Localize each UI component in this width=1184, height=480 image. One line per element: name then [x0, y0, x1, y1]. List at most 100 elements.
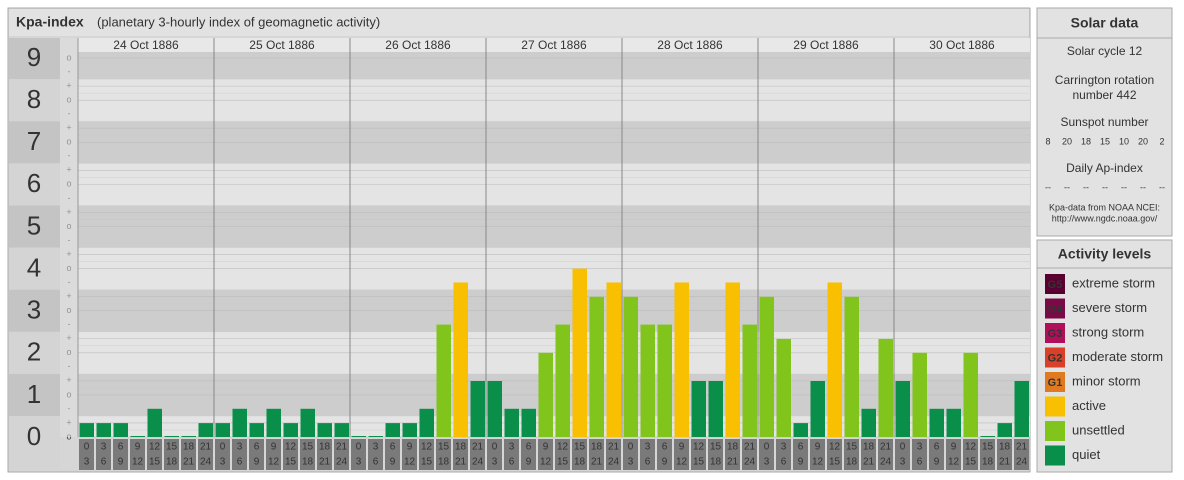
kp-bar — [895, 381, 910, 437]
kp-bar — [334, 423, 349, 437]
kp-bar — [402, 423, 417, 437]
hour-start: 0 — [900, 442, 906, 453]
level-name: quiet — [1072, 447, 1101, 462]
hour-end: 15 — [421, 457, 433, 468]
hour-box — [861, 439, 876, 470]
hour-box — [147, 439, 162, 470]
hour-box — [470, 439, 485, 470]
hour-start: 3 — [781, 442, 787, 453]
kp-bar — [249, 423, 264, 437]
hour-start: 0 — [356, 442, 362, 453]
hour-start: 0 — [628, 442, 634, 453]
y-tick-label: 0 — [27, 421, 41, 451]
hour-box — [623, 439, 638, 470]
ap-value: -- — [1083, 182, 1089, 192]
hour-start: 18 — [591, 442, 603, 453]
hour-box — [810, 439, 825, 470]
hour-end: 9 — [254, 457, 260, 468]
hour-end: 9 — [662, 457, 668, 468]
kp-bar — [487, 381, 502, 437]
level-label-band — [9, 331, 60, 374]
source: http://www.ngdc.noaa.gov/ — [1052, 213, 1158, 223]
hour-start: 3 — [645, 442, 651, 453]
hour-end: 12 — [404, 457, 416, 468]
date-header — [894, 38, 1030, 52]
hour-start: 9 — [271, 442, 277, 453]
hour-box — [317, 439, 332, 470]
kp-bar — [266, 408, 281, 437]
hour-end: 21 — [591, 457, 603, 468]
y-tick-label: 8 — [27, 84, 41, 114]
hour-box — [929, 439, 944, 470]
hour-box — [538, 439, 553, 470]
hour-box — [215, 439, 230, 470]
kp-bar — [572, 268, 587, 437]
hour-box — [878, 439, 893, 470]
level-swatch — [1045, 298, 1065, 319]
hour-start: 15 — [982, 442, 994, 453]
ap-value: -- — [1140, 182, 1146, 192]
sunspot-value: 10 — [1119, 136, 1129, 146]
hour-start: 12 — [149, 442, 161, 453]
hour-box — [572, 439, 587, 470]
hour-box — [980, 439, 995, 470]
hour-start: 12 — [965, 442, 977, 453]
hour-box — [997, 439, 1012, 470]
sunspot-value: 20 — [1138, 136, 1148, 146]
hour-box — [759, 439, 774, 470]
hour-start: 18 — [183, 442, 195, 453]
kp-bar — [538, 352, 553, 437]
hour-start: 18 — [863, 442, 875, 453]
hour-start: 3 — [237, 442, 243, 453]
hour-start: 21 — [336, 442, 348, 453]
hour-box — [793, 439, 808, 470]
date-header — [214, 38, 350, 52]
hour-start: 15 — [710, 442, 722, 453]
hour-start: 6 — [254, 442, 260, 453]
hour-box — [113, 439, 128, 470]
hour-box — [657, 439, 672, 470]
hour-start: 3 — [917, 442, 923, 453]
hour-box — [198, 439, 213, 470]
hour-end: 9 — [934, 457, 940, 468]
level-label-band — [9, 38, 60, 80]
hour-start: 6 — [526, 442, 532, 453]
hour-start: 15 — [846, 442, 858, 453]
hour-end: 24 — [744, 457, 756, 468]
level-band — [78, 415, 1030, 437]
level-swatch — [1045, 421, 1065, 441]
ap-value: -- — [1102, 182, 1108, 192]
kp-bar — [657, 324, 672, 437]
hour-start: 3 — [101, 442, 107, 453]
hour-end: 12 — [132, 457, 144, 468]
hour-end: 3 — [900, 457, 906, 468]
kp-bar — [368, 436, 383, 437]
hour-end: 21 — [999, 457, 1011, 468]
hour-box — [351, 439, 366, 470]
kp-bar — [232, 408, 247, 437]
level-swatch — [1045, 372, 1065, 392]
hour-end: 24 — [608, 457, 620, 468]
hour-end: 21 — [183, 457, 195, 468]
hour-start: 9 — [407, 442, 413, 453]
date-label: 26 Oct 1886 — [385, 38, 451, 52]
kp-bar — [708, 381, 723, 437]
y-tick-label: 6 — [27, 168, 41, 198]
hour-end: 6 — [509, 457, 515, 468]
hour-start: 9 — [543, 442, 549, 453]
hour-end: 3 — [764, 457, 770, 468]
kp-bar — [1014, 381, 1029, 437]
hour-box — [164, 439, 179, 470]
hour-box — [827, 439, 842, 470]
level-name: minor storm — [1072, 373, 1141, 388]
hour-box — [691, 439, 706, 470]
hour-box — [402, 439, 417, 470]
sunspot-value: 8 — [1045, 136, 1050, 146]
hour-start: 21 — [1016, 442, 1028, 453]
hour-box — [640, 439, 655, 470]
hour-box — [674, 439, 689, 470]
hour-start: 21 — [200, 442, 212, 453]
level-code: G4 — [1048, 303, 1064, 315]
kp-bar — [147, 408, 162, 437]
level-label-band — [9, 163, 60, 206]
